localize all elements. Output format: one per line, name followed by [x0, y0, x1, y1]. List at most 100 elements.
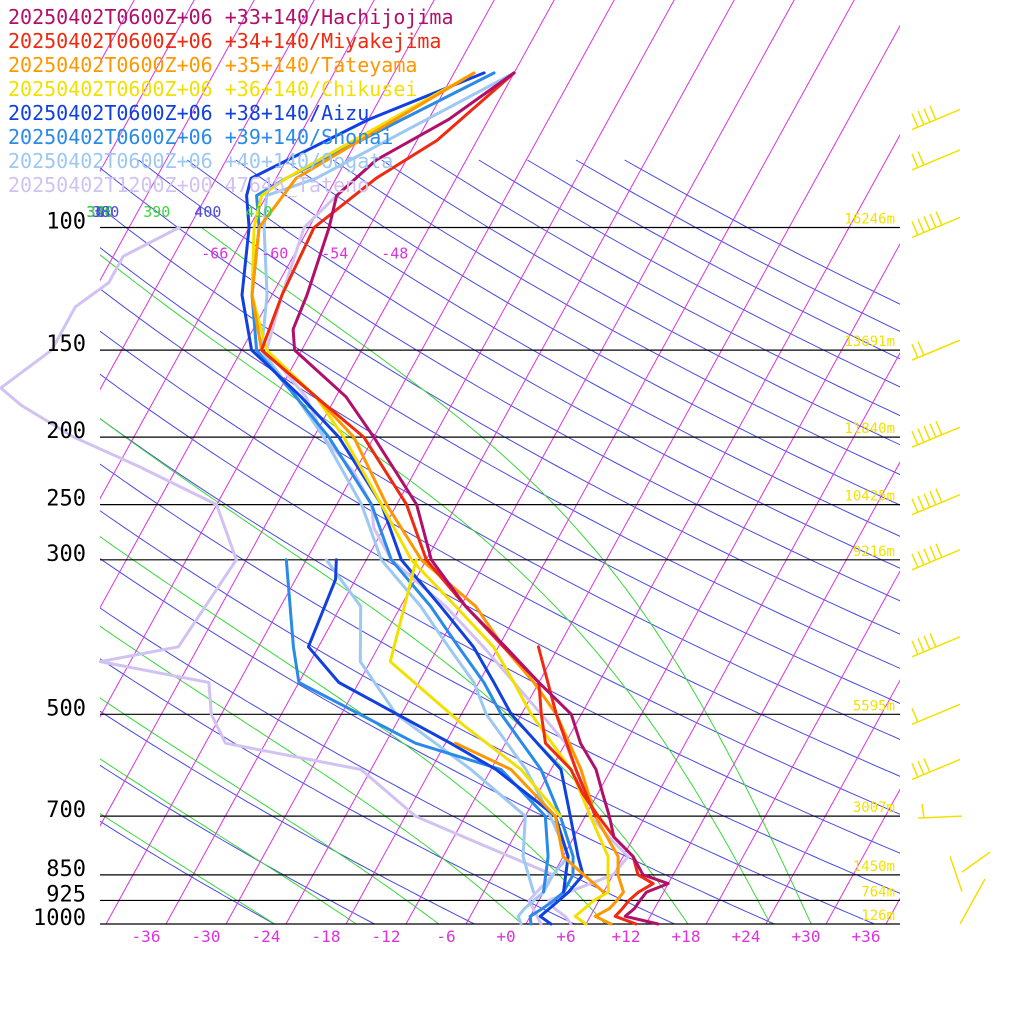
height-label: 16246m — [844, 211, 895, 227]
moist-adiabat-line — [100, 418, 689, 924]
theta-label: 380 — [92, 203, 119, 221]
dry-adiabat-line — [100, 167, 900, 635]
temperature-line-hachijojima — [291, 71, 670, 926]
pressure-label: 700 — [46, 798, 86, 823]
temperature-tick-label: -18 — [312, 927, 341, 946]
temperature-line-miyakejima — [260, 71, 655, 926]
isotherm-line — [100, 0, 315, 391]
legend-entry: 20250402T1200Z+00 47646_Tateno — [8, 173, 369, 197]
isotherm-value-label: -66 — [201, 245, 228, 263]
dewpoint-line-tateyama — [454, 741, 605, 894]
isotherm-line — [405, 24, 900, 924]
wind-barb-feather — [923, 216, 931, 231]
dry-adiabat-line — [235, 159, 900, 537]
wind-barb-feather — [929, 213, 937, 229]
dry-adiabat-line — [381, 159, 900, 446]
wind-barb-feather — [923, 635, 931, 651]
dewpoint-line-aizu — [306, 558, 570, 894]
wind-barb-feather — [917, 428, 925, 443]
wind-barb-feather — [911, 640, 919, 656]
temperature-tick-label: -36 — [132, 927, 161, 946]
dry-adiabat-line — [138, 159, 900, 602]
dewpoint-line-tateno — [0, 226, 555, 926]
wind-barb-feather — [923, 758, 931, 773]
isotherm-value-label: -60 — [261, 245, 288, 263]
pressure-label: 850 — [46, 857, 86, 882]
legend-entry: 20250402T0600Z+06 +36+140/Chikusei — [8, 77, 417, 101]
height-label: 13691m — [844, 334, 895, 350]
wind-barb — [911, 758, 961, 781]
dry-adiabat-line — [186, 159, 900, 569]
wind-barb — [911, 703, 961, 726]
height-label: 1450m — [853, 859, 895, 875]
temperature-line-oogata — [260, 71, 570, 926]
sounding-series — [0, 71, 670, 926]
height-label: 11840m — [844, 421, 895, 437]
dry-adiabat-line — [100, 247, 900, 704]
pressure-label: 100 — [46, 209, 86, 234]
wind-barb-feather — [917, 110, 925, 126]
dry-adiabat-line — [100, 373, 900, 815]
axis-labels: 100 16246m 150 13691m 200 11840m 250 10425m 300 9… — [33, 203, 895, 946]
isotherm-line — [585, 352, 900, 924]
dry-adiabat-line — [575, 159, 900, 332]
wind-barb-feather — [911, 430, 919, 446]
dry-adiabat-line — [100, 330, 900, 777]
pressure-label: 300 — [46, 542, 86, 567]
isotherm-line — [885, 897, 900, 924]
pressure-label: 150 — [46, 332, 86, 357]
theta-label: 320 — [86, 203, 113, 221]
wind-barb-feather — [911, 763, 919, 778]
wind-barb-feather — [929, 546, 937, 561]
legend-entry: 20250402T0600Z+06 +39+140/Shonai — [8, 125, 393, 149]
height-label: 9216m — [853, 544, 895, 560]
theta-label: 330 — [86, 203, 113, 221]
dry-adiabat-line — [100, 558, 776, 924]
pressure-label: 500 — [46, 696, 86, 721]
legend-entry: 20250402T0600Z+06 +40+140/Oogata — [8, 149, 393, 173]
moist-adiabat-line — [100, 812, 276, 924]
theta-label: 410 — [245, 203, 272, 221]
wind-barb-feather — [923, 425, 931, 441]
wind-barb — [911, 339, 961, 361]
wind-barb-feather — [923, 108, 931, 123]
height-label: 5595m — [853, 698, 895, 714]
isotherm-line — [100, 0, 195, 173]
dewpoint-line-shonai — [284, 558, 550, 894]
dewpoint-line-miyakejima — [536, 645, 597, 818]
dry-adiabat-line — [100, 463, 900, 894]
temperature-line-aizu — [240, 71, 585, 926]
isotherm-line — [100, 0, 255, 282]
theta-label: 370 — [86, 203, 113, 221]
isotherm-value-label: -48 — [381, 245, 408, 263]
pressure-label: 250 — [46, 487, 86, 512]
dry-adiabat-line — [478, 159, 900, 388]
moist-adiabat-line — [100, 758, 358, 924]
temperature-tick-label: +36 — [852, 927, 881, 946]
temperature-tick-label: -12 — [372, 927, 401, 946]
moist-adiabat-line — [201, 227, 812, 924]
wind-barb-feather — [917, 760, 925, 776]
wind-barb-feather — [917, 218, 925, 234]
wind-barb-feather — [911, 221, 919, 236]
wind-barb — [949, 856, 963, 892]
wind-barb-feather — [917, 341, 925, 356]
wind-barb-feather — [935, 211, 943, 226]
height-label: 10425m — [844, 489, 895, 505]
wind-barb — [959, 878, 986, 925]
dewpoint-line-oogata — [324, 558, 535, 894]
dry-adiabat-line — [100, 510, 876, 924]
wind-barb-feather — [911, 708, 919, 723]
isotherm-line — [1006, 0, 1024, 924]
wind-barb-feather — [935, 420, 943, 436]
temperature-tick-label: +30 — [792, 927, 821, 946]
wind-barb-feather — [923, 493, 931, 508]
temperature-line-chikusei — [250, 71, 610, 926]
temperature-tick-label: +12 — [612, 927, 641, 946]
wind-barb — [917, 815, 963, 819]
wind-barb — [961, 851, 991, 873]
dry-adiabat-line — [284, 159, 900, 506]
moist-adiabat-line — [100, 254, 771, 924]
temperature-tick-label: +18 — [672, 927, 701, 946]
